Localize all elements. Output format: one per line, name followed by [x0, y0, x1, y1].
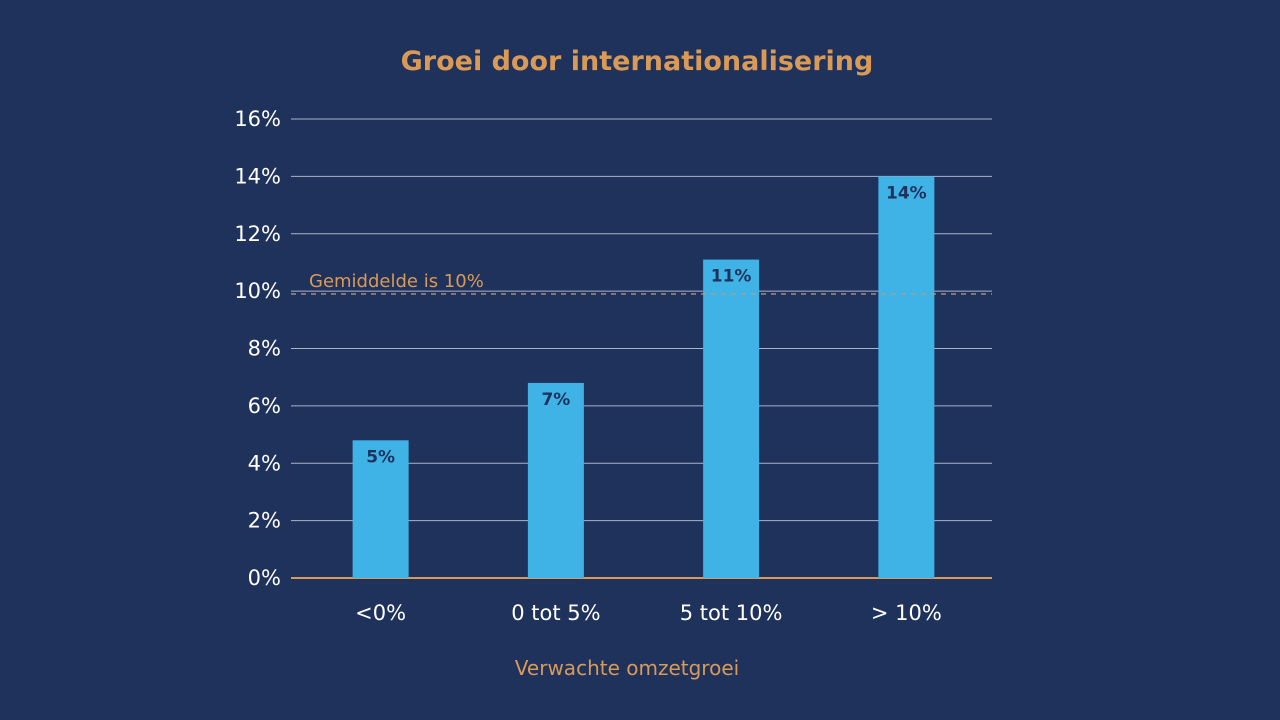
x-category-label: <0%: [355, 601, 406, 625]
y-tick-label: 14%: [234, 164, 281, 188]
data-labels: 5% 7% 11% 14%: [366, 183, 927, 467]
x-category-label: 0 tot 5%: [511, 601, 600, 625]
data-label: 11%: [711, 267, 752, 287]
y-tick-label: 8%: [248, 337, 281, 361]
y-axis-ticks: 0% 2% 4% 6% 8% 10% 12% 14% 16%: [234, 107, 281, 590]
data-label: 5%: [366, 447, 395, 467]
data-label: 14%: [886, 183, 927, 203]
y-tick-label: 0%: [248, 566, 281, 590]
reference-line-group: Gemiddelde is 10%: [291, 271, 992, 295]
y-tick-label: 10%: [234, 279, 281, 303]
x-category-label: > 10%: [871, 601, 942, 625]
x-category-label: 5 tot 10%: [680, 601, 783, 625]
reference-line-label: Gemiddelde is 10%: [309, 271, 484, 292]
y-tick-label: 16%: [234, 107, 281, 131]
bar: [352, 440, 409, 578]
x-axis-categories: <0% 0 tot 5% 5 tot 10% > 10%: [355, 601, 942, 625]
bar: [703, 259, 760, 578]
x-axis-label: Verwachte omzetgroei: [515, 656, 739, 680]
bars: [352, 176, 935, 578]
chart-title: Groei door internationalisering: [401, 46, 874, 77]
bar: [878, 176, 935, 578]
y-tick-label: 6%: [248, 394, 281, 418]
bar: [527, 382, 584, 578]
y-tick-label: 12%: [234, 222, 281, 246]
y-tick-label: 2%: [248, 509, 281, 533]
data-label: 7%: [541, 390, 570, 410]
y-tick-label: 4%: [248, 451, 281, 475]
